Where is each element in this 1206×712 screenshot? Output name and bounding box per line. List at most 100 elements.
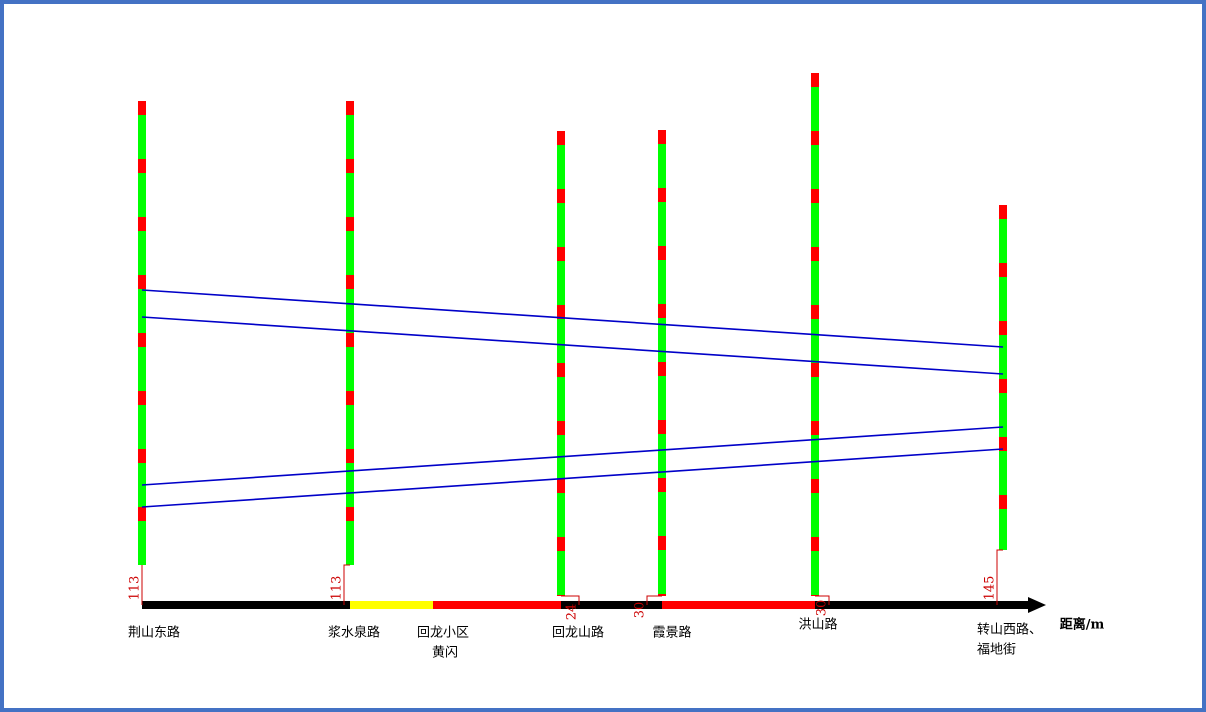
intersection-name: 荆山东路: [128, 625, 180, 641]
red-phase: [346, 275, 354, 289]
offset-label: 30: [633, 602, 648, 619]
offset-bracket: [996, 549, 1003, 605]
green-phase: [811, 435, 819, 479]
red-phase: [138, 159, 146, 173]
red-phase: [346, 101, 354, 115]
red-phase: [346, 159, 354, 173]
green-phase: [999, 509, 1007, 550]
green-phase: [557, 551, 565, 595]
red-phase: [811, 73, 819, 87]
green-phase: [811, 261, 819, 305]
green-phase: [658, 376, 666, 420]
green-phase: [658, 260, 666, 304]
axis-label: 距离/m: [1060, 617, 1105, 633]
red-phase: [346, 391, 354, 405]
green-phase: [811, 87, 819, 131]
red-phase: [811, 247, 819, 261]
green-phase: [658, 434, 666, 478]
green-phase: [557, 145, 565, 189]
green-phase: [138, 231, 146, 275]
offset-bracket: [343, 564, 350, 605]
offset-label: 24: [565, 604, 580, 621]
red-phase: [346, 507, 354, 521]
green-phase: [999, 393, 1007, 437]
green-phase: [999, 277, 1007, 321]
green-phase: [138, 173, 146, 217]
red-phase: [658, 478, 666, 492]
green-phase: [557, 203, 565, 247]
offset-bracket: [561, 595, 580, 605]
green-phase: [999, 451, 1007, 495]
red-phase: [658, 362, 666, 376]
red-phase: [557, 421, 565, 435]
green-phase: [999, 335, 1007, 379]
green-phase: [658, 492, 666, 536]
green-phase: [346, 463, 354, 507]
red-phase: [138, 217, 146, 231]
intersection-name: 浆水泉路: [328, 625, 380, 641]
red-phase: [658, 304, 666, 318]
intersection-name: 霞景路: [652, 625, 691, 641]
red-phase: [138, 333, 146, 347]
red-phase: [811, 189, 819, 203]
red-phase: [557, 537, 565, 551]
intersection-name: 黄闪: [432, 646, 458, 661]
green-phase: [811, 551, 819, 595]
intersection-name: 福地街: [977, 643, 1016, 658]
red-phase: [999, 263, 1007, 277]
red-phase: [658, 130, 666, 144]
red-phase: [346, 217, 354, 231]
green-phase: [346, 289, 354, 333]
green-phase: [557, 493, 565, 537]
green-phase: [811, 145, 819, 189]
green-phase: [346, 231, 354, 275]
green-phase: [138, 115, 146, 159]
red-phase: [557, 479, 565, 493]
red-phase: [999, 321, 1007, 335]
red-phase: [658, 420, 666, 434]
band-line: [141, 316, 1004, 375]
red-phase: [346, 449, 354, 463]
red-phase: [138, 101, 146, 115]
intersection-name: 洪山路: [798, 617, 837, 633]
road-axis: [142, 597, 1046, 613]
red-phase: [138, 449, 146, 463]
green-phase: [658, 202, 666, 246]
red-phase: [138, 507, 146, 521]
red-phase: [811, 305, 819, 319]
band-line: [141, 448, 1004, 508]
red-phase: [658, 536, 666, 550]
red-phase: [346, 333, 354, 347]
signal-bars: [138, 73, 1007, 596]
offset-label: 113: [330, 576, 345, 601]
red-phase: [557, 131, 565, 145]
green-phase: [346, 173, 354, 217]
green-phase: [138, 405, 146, 449]
red-phase: [999, 437, 1007, 451]
intersection-name: 回龙山路: [552, 625, 604, 641]
green-phase: [658, 550, 666, 594]
band-line: [141, 426, 1004, 486]
offset-label: 30: [815, 600, 830, 617]
green-phase: [811, 493, 819, 537]
red-phase: [138, 391, 146, 405]
red-phase: [999, 495, 1007, 509]
green-phase: [811, 319, 819, 363]
red-phase: [557, 247, 565, 261]
red-phase: [557, 189, 565, 203]
green-phase: [811, 203, 819, 247]
red-phase: [138, 275, 146, 289]
offset-label: 145: [983, 576, 998, 601]
green-phase: [346, 347, 354, 391]
green-phase: [658, 318, 666, 362]
red-phase: [557, 305, 565, 319]
green-phase: [346, 405, 354, 449]
red-phase: [658, 594, 666, 596]
green-phase: [557, 319, 565, 363]
red-phase: [811, 131, 819, 145]
red-phase: [811, 479, 819, 493]
red-phase: [658, 246, 666, 260]
green-phase: [138, 347, 146, 391]
green-phase: [811, 377, 819, 421]
